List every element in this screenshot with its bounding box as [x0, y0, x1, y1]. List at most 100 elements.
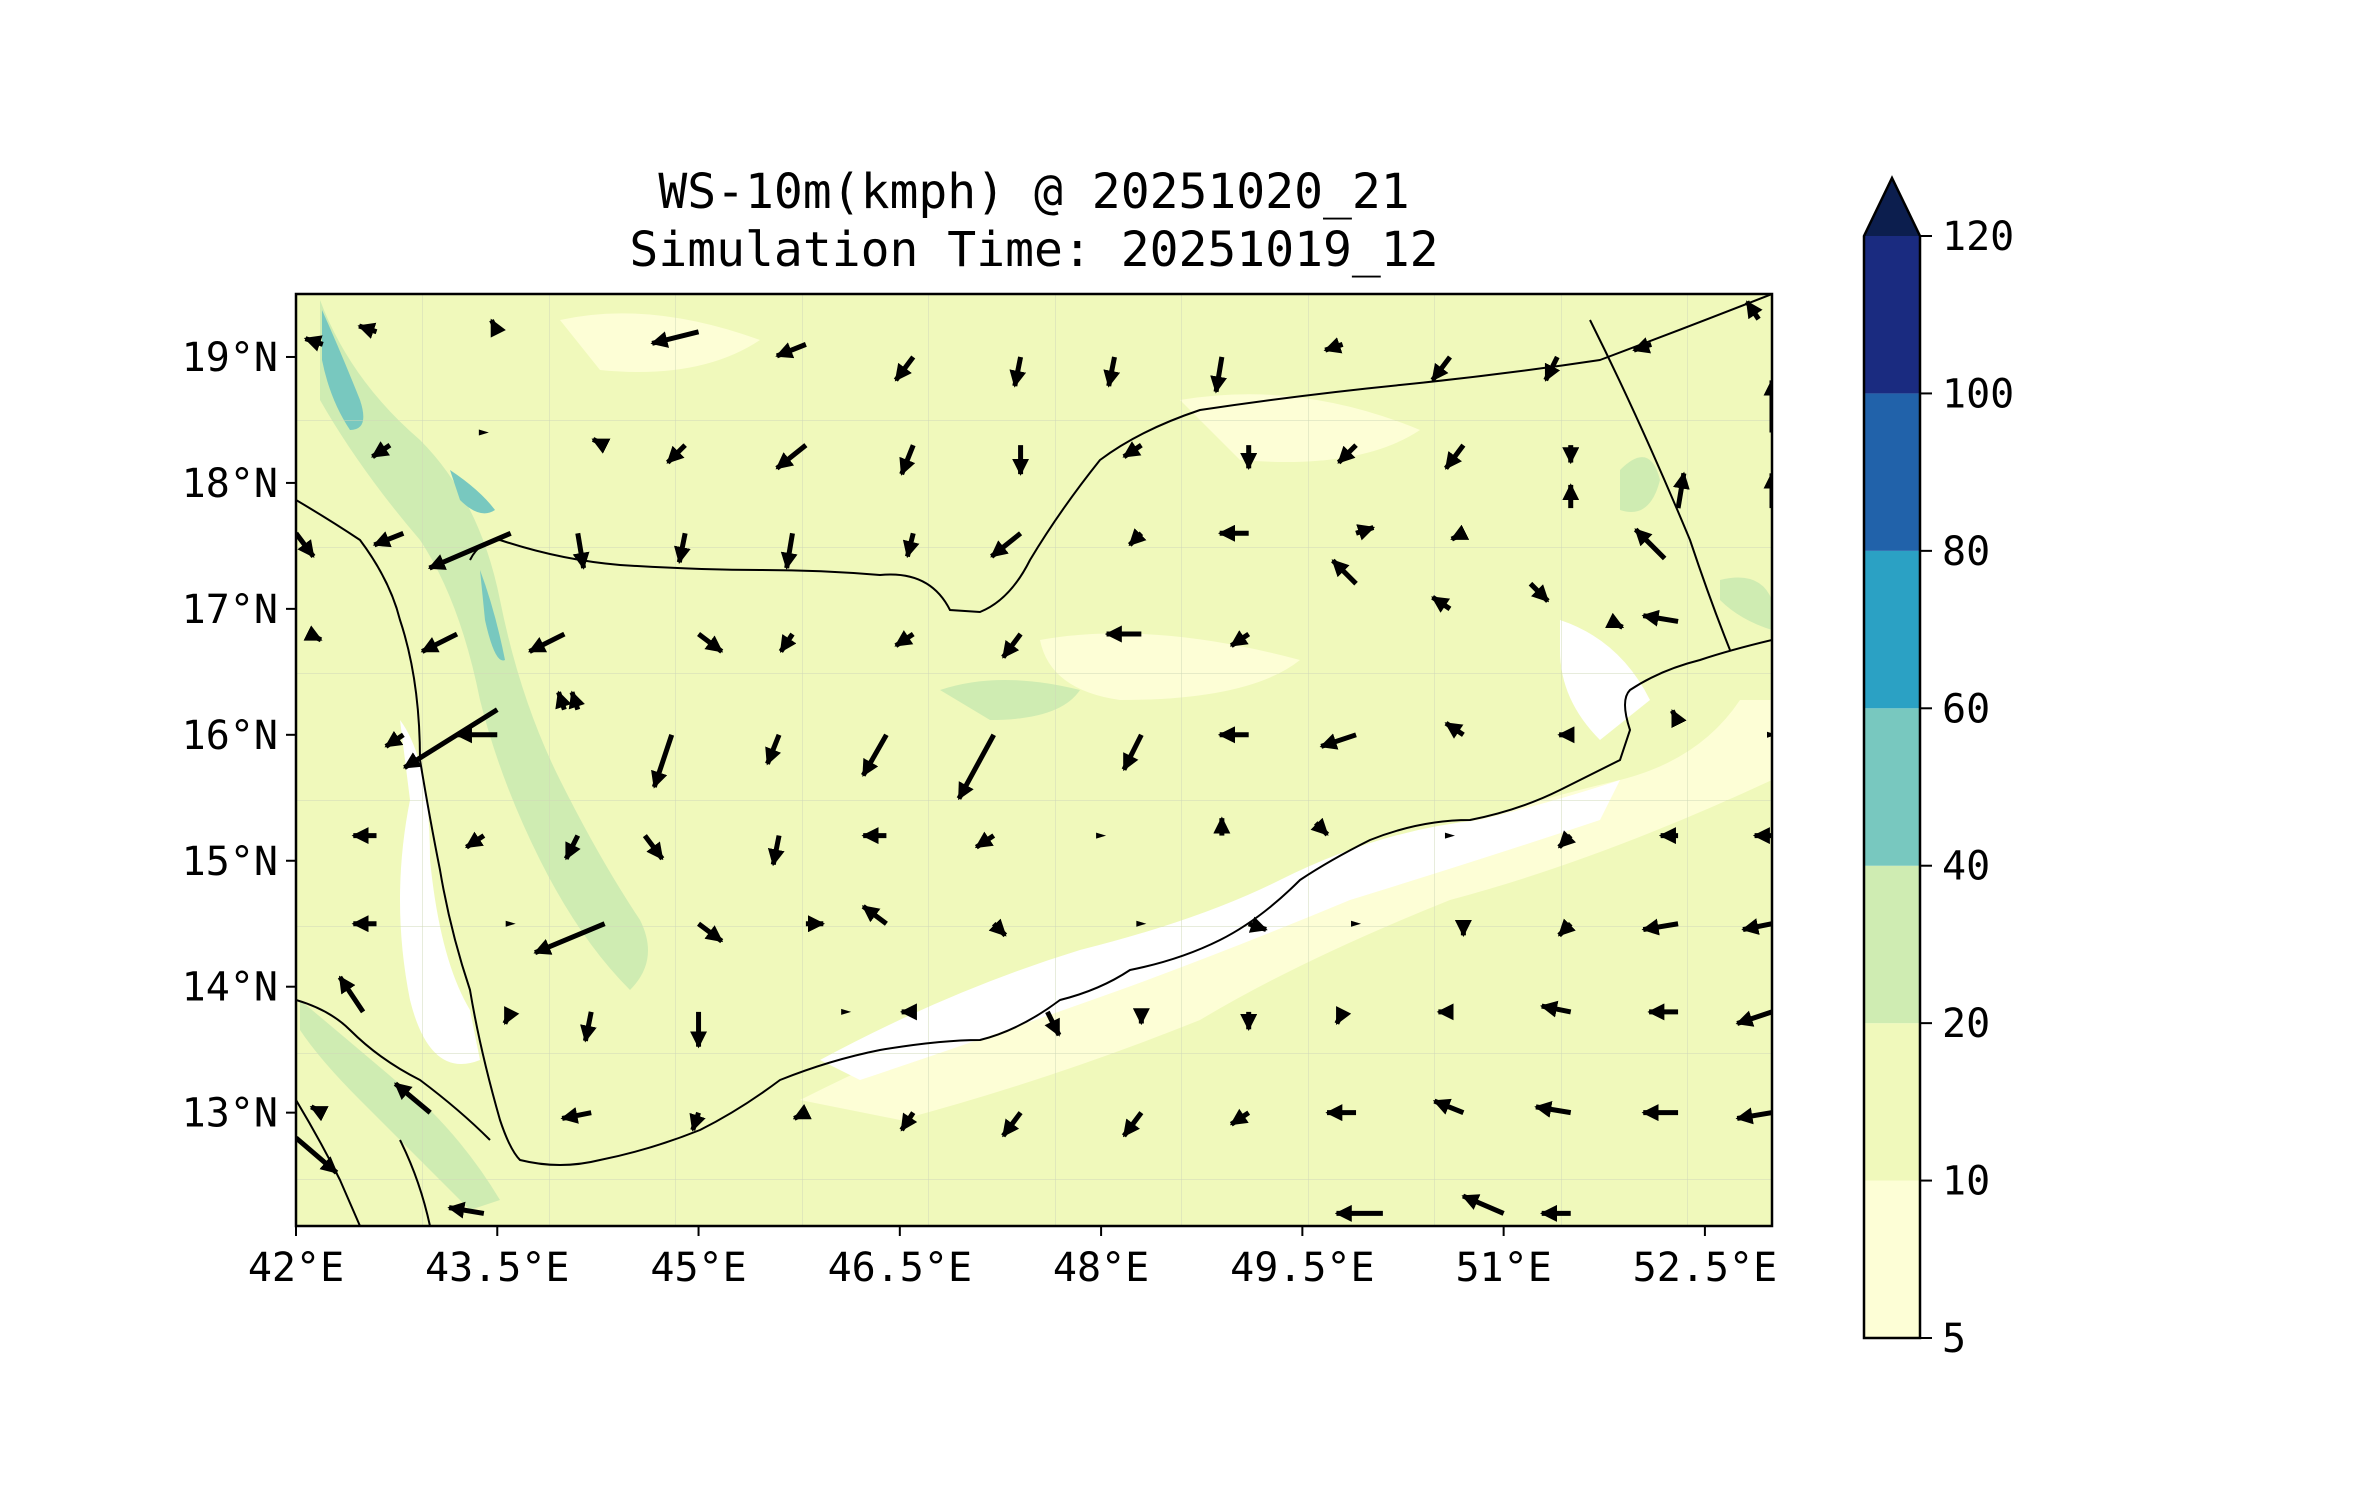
wind-vector: [893, 355, 916, 382]
wind-vector: [563, 834, 581, 861]
colorbar-band: [1864, 1180, 1920, 1338]
wind-vector: [403, 707, 499, 770]
x-tick-label: 42°E: [248, 1245, 344, 1291]
wind-vector: [1001, 632, 1023, 659]
wind-vector: [572, 532, 590, 570]
wind-vector: [899, 444, 916, 476]
wind-vector: [1605, 612, 1625, 630]
wind-vector: [861, 904, 888, 926]
colorbar-tick-label: 100: [1942, 371, 2014, 417]
wind-vector: [974, 831, 996, 850]
wind-vectors: [296, 300, 1772, 1222]
wind-vector: [1229, 630, 1251, 648]
colorbar-ticks: 5 10 20 40 60 80 100 120: [1920, 214, 2014, 1362]
wind-vector: [1432, 1098, 1465, 1115]
chart-title-line1: WS-10m(kmph) @ 20251020_21: [658, 164, 1409, 220]
wind-vector: [1670, 709, 1687, 729]
wind-vector: [1121, 733, 1144, 772]
wind-speed-field: [296, 294, 1772, 1226]
wind-vector: [1444, 832, 1455, 839]
wind-vector: [780, 532, 798, 570]
colorbar-extend-triangle: [1864, 178, 1920, 236]
wind-vector: [580, 1011, 597, 1043]
wind-vector: [689, 1111, 706, 1132]
wind-vector: [1461, 1193, 1505, 1216]
colorbar: 5 10 20 40 60 80 100 120: [1862, 175, 2014, 1362]
colorbar-bands: [1864, 236, 1920, 1338]
wind-vector: [1744, 300, 1763, 321]
border-africa: [399, 1139, 431, 1226]
wind-vector: [1557, 918, 1576, 938]
y-tick-label: 18°N: [182, 461, 278, 507]
latitude-axis: 13°N 14°N 15°N 16°N 17°N 18°N 19°N: [182, 335, 296, 1137]
x-tick-label: 43.5°E: [425, 1245, 570, 1291]
wind-vector: [337, 975, 366, 1014]
wind-vector: [1355, 524, 1376, 541]
wind-vector: [778, 632, 797, 653]
wind-vector: [420, 631, 459, 654]
wind-vector: [1444, 721, 1465, 739]
wind-vector: [1122, 441, 1143, 459]
wind-vector: [1127, 528, 1147, 547]
wind-vector: [591, 437, 611, 454]
wind-vector: [1632, 337, 1653, 354]
wind-vector: [990, 531, 1023, 559]
wind-vector: [1096, 832, 1107, 839]
wind-vector: [1534, 1100, 1572, 1118]
wind-vector: [1528, 581, 1550, 603]
wind-vector: [357, 322, 378, 339]
wind-vector: [427, 530, 512, 571]
wind-vector: [560, 1107, 592, 1124]
wind-vector: [489, 318, 506, 338]
y-tick-label: 17°N: [182, 587, 278, 633]
wind-vector: [555, 690, 572, 711]
wind-vector: [1247, 916, 1268, 933]
map-panel: 42°E 43.5°E 45°E 46.5°E 48°E 49.5°E 51°E 52.5°E…: [182, 292, 1777, 1291]
wind-vector: [502, 1006, 520, 1026]
border-yemen-oman: [1589, 319, 1731, 651]
wind-vector: [1001, 1111, 1023, 1138]
wind-vector: [1540, 1000, 1572, 1018]
x-tick-label: 48°E: [1053, 1245, 1149, 1291]
x-tick-label: 51°E: [1455, 1245, 1551, 1291]
wind-vector: [478, 429, 489, 436]
wind-vector: [1310, 817, 1330, 837]
lat-lon-grid: [296, 294, 1772, 1226]
colorbar-tick-label: 5: [1942, 1316, 1966, 1362]
wind-vector: [1450, 524, 1470, 542]
colorbar-tick-label: 60: [1942, 686, 1990, 732]
map-frame: [294, 292, 1774, 1228]
wind-vector: [568, 690, 585, 711]
wind-vector: [697, 921, 724, 944]
colorbar-frame: [1862, 175, 1922, 1340]
y-tick-label: 16°N: [182, 713, 278, 759]
colorbar-band: [1864, 1023, 1920, 1181]
wind-vector: [296, 1135, 339, 1175]
colorbar-band: [1864, 708, 1920, 866]
wind-vector: [1431, 595, 1452, 613]
wind-vector: [1633, 527, 1667, 561]
wind-vector: [1229, 1108, 1251, 1127]
wind-vector: [697, 632, 724, 654]
colorbar-tick-label: 20: [1942, 1001, 1990, 1047]
border-saudi-yemen: [469, 294, 1772, 614]
wind-vector: [1103, 356, 1121, 388]
x-tick-label: 49.5°E: [1230, 1245, 1375, 1291]
wind-vector: [1044, 1010, 1062, 1037]
wind-vector: [1331, 558, 1358, 586]
wind-vector: [1641, 918, 1679, 936]
longitude-axis: 42°E 43.5°E 45°E 46.5°E 48°E 49.5°E 51°E 52.5°E: [248, 1226, 1777, 1291]
wind-vector: [533, 921, 606, 956]
y-tick-label: 14°N: [182, 965, 278, 1011]
wind-vector: [393, 1081, 432, 1115]
wind-vector: [303, 335, 324, 352]
wind-vector: [303, 625, 323, 643]
colorbar-band: [1864, 393, 1920, 551]
wind-vector: [371, 441, 392, 459]
wind-vector: [775, 443, 808, 471]
wind-vector: [988, 918, 1008, 938]
wind-vector: [1672, 471, 1690, 509]
wind-vector: [792, 1104, 812, 1121]
colorbar-band: [1864, 236, 1920, 394]
